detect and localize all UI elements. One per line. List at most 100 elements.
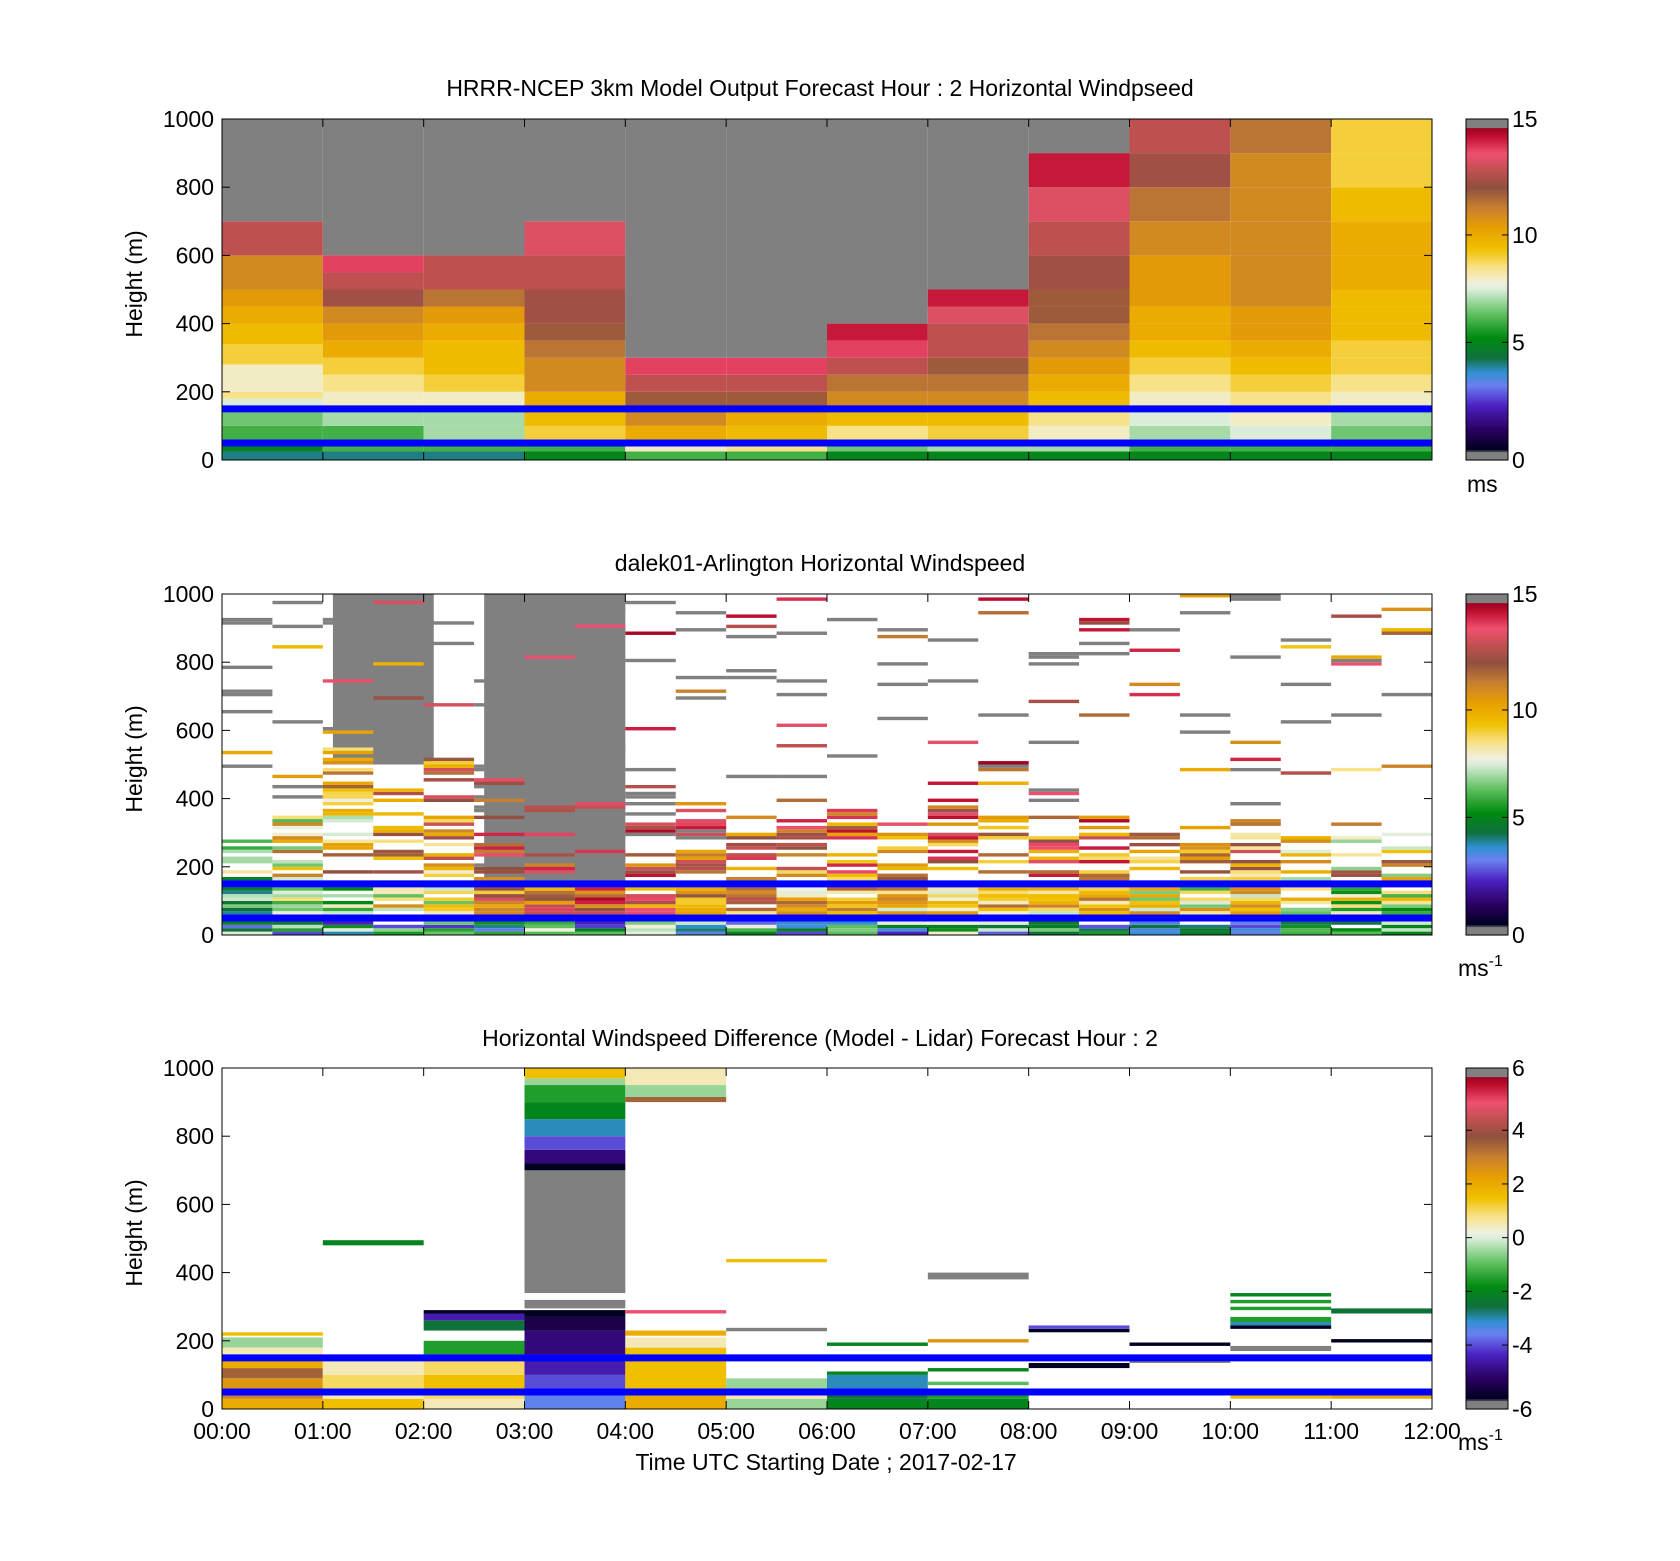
colorbar-segment xyxy=(1466,431,1508,434)
heatmap-cell xyxy=(1179,825,1231,830)
heatmap-cell xyxy=(474,853,525,857)
heatmap-cell xyxy=(1331,614,1382,618)
heatmap-cell xyxy=(675,696,727,700)
heatmap-cell xyxy=(1230,357,1332,375)
heatmap-cell xyxy=(423,795,475,799)
heatmap-cell xyxy=(574,805,626,809)
heatmap-cell xyxy=(222,928,273,932)
colorbar-segment xyxy=(1466,1265,1508,1269)
heatmap-cell xyxy=(1028,442,1130,452)
heatmap-cell xyxy=(222,323,323,345)
heatmap-cell xyxy=(222,344,323,365)
colorbar-segment xyxy=(1466,1079,1508,1083)
heatmap-cell xyxy=(726,921,777,925)
colorbar-segment xyxy=(1466,270,1508,274)
heatmap-cell xyxy=(1129,682,1180,687)
heatmap-cell xyxy=(1179,897,1231,901)
heatmap-cell xyxy=(1028,859,1080,864)
heatmap-cell xyxy=(1079,894,1130,898)
heatmap-cell xyxy=(978,921,1029,925)
heatmap-cell xyxy=(322,784,374,789)
heatmap-cell xyxy=(726,856,777,860)
heatmap-cell xyxy=(1028,839,1080,843)
heatmap-cell xyxy=(625,921,676,925)
colorbar-segment xyxy=(1466,1400,1508,1403)
heatmap-cell xyxy=(776,846,827,850)
heatmap-cell xyxy=(1028,836,1080,840)
heatmap-cell xyxy=(726,897,777,901)
heatmap-cell xyxy=(524,442,626,452)
heatmap-cell xyxy=(1230,832,1281,837)
colorbar-segment xyxy=(1466,803,1508,807)
colorbar-segment xyxy=(1466,1407,1508,1410)
colorbar-segment xyxy=(1466,395,1508,398)
heatmap-cell xyxy=(222,1398,323,1409)
colorbar-segment xyxy=(1466,1206,1508,1209)
heatmap-cell xyxy=(574,747,626,751)
heatmap-cell xyxy=(222,870,273,874)
colorbar-segment xyxy=(1466,171,1508,175)
y-tick-label: 800 xyxy=(176,174,214,200)
heatmap-cell xyxy=(574,890,626,895)
heatmap-cell xyxy=(524,340,626,358)
colorbar-segment xyxy=(1466,786,1508,789)
colorbar-segment xyxy=(1466,684,1508,687)
heatmap-cell xyxy=(1079,928,1130,932)
heatmap-cell xyxy=(1331,451,1432,460)
heatmap-cell xyxy=(272,904,323,908)
heatmap-cell xyxy=(1280,911,1332,915)
heatmap-cell xyxy=(827,853,878,857)
colorbar-segment xyxy=(1466,1289,1508,1292)
heatmap-cell xyxy=(726,887,777,891)
colorbar-segment xyxy=(1466,223,1508,226)
colorbar-segment xyxy=(1466,1260,1508,1263)
heatmap-cell xyxy=(1079,846,1130,850)
heatmap-cell xyxy=(927,740,979,745)
heatmap-cell xyxy=(222,764,273,768)
colorbar-segment xyxy=(1466,1202,1508,1205)
colorbar-segment xyxy=(1466,660,1508,663)
colorbar-segment xyxy=(1466,1373,1508,1376)
colorbar-segment xyxy=(1466,216,1508,219)
heatmap-cell xyxy=(625,784,676,789)
heatmap-cell xyxy=(423,911,475,915)
heatmap-cell xyxy=(322,747,374,751)
heatmap-cell xyxy=(423,897,475,901)
heatmap-cell xyxy=(524,928,575,932)
heatmap-cell xyxy=(927,451,1029,460)
colorbar-segment xyxy=(1466,429,1508,432)
x-tick-label: 07:00 xyxy=(899,1418,957,1444)
colorbar-segment xyxy=(1466,139,1508,142)
colorbar-segment xyxy=(1466,1342,1508,1345)
colorbar-segment xyxy=(1466,883,1508,887)
heatmap-cell xyxy=(322,617,374,622)
heatmap-cell xyxy=(1129,832,1180,837)
colorbar-segment xyxy=(1466,280,1508,284)
colorbar-segment xyxy=(1466,141,1508,144)
colorbar-segment xyxy=(1466,209,1508,212)
heatmap-cell xyxy=(423,870,475,874)
heatmap-cell xyxy=(574,825,626,830)
heatmap-cell xyxy=(423,819,475,823)
heatmap-cell xyxy=(373,890,424,895)
colorbar-segment xyxy=(1466,1124,1508,1127)
colorbar-segment xyxy=(1466,1195,1508,1199)
heatmap-cell xyxy=(222,255,323,290)
heatmap-cell xyxy=(776,679,827,683)
heatmap-cell xyxy=(1331,921,1382,925)
heatmap-cell xyxy=(524,904,575,908)
y-tick-label: 800 xyxy=(176,1123,214,1149)
colorbar-segment xyxy=(1466,643,1508,646)
heatmap-cell xyxy=(827,822,878,826)
colorbar-segment xyxy=(1466,1339,1508,1342)
colorbar-segment xyxy=(1466,928,1508,931)
colorbar-segment xyxy=(1466,653,1508,656)
heatmap-cell xyxy=(423,822,475,826)
colorbar-segment xyxy=(1466,1105,1508,1108)
colorbar-segment xyxy=(1466,366,1508,369)
colorbar-segment xyxy=(1466,783,1508,786)
colorbar-segment xyxy=(1466,1291,1508,1294)
colorbar-segment xyxy=(1466,1276,1508,1279)
colorbar-segment xyxy=(1466,231,1508,234)
